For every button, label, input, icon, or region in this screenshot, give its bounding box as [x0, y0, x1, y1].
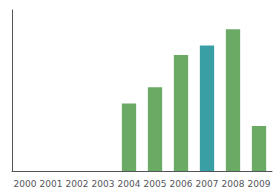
svg-text:2003: 2003 [92, 179, 115, 189]
svg-text:2008: 2008 [222, 179, 245, 189]
svg-text:2002: 2002 [66, 179, 89, 189]
svg-text:2000: 2000 [14, 179, 37, 189]
svg-text:2001: 2001 [40, 179, 63, 189]
svg-text:2005: 2005 [144, 179, 167, 189]
svg-text:2007: 2007 [196, 179, 219, 189]
svg-text:2006: 2006 [170, 179, 193, 189]
svg-text:2004: 2004 [118, 179, 141, 189]
svg-text:2009: 2009 [248, 179, 271, 189]
